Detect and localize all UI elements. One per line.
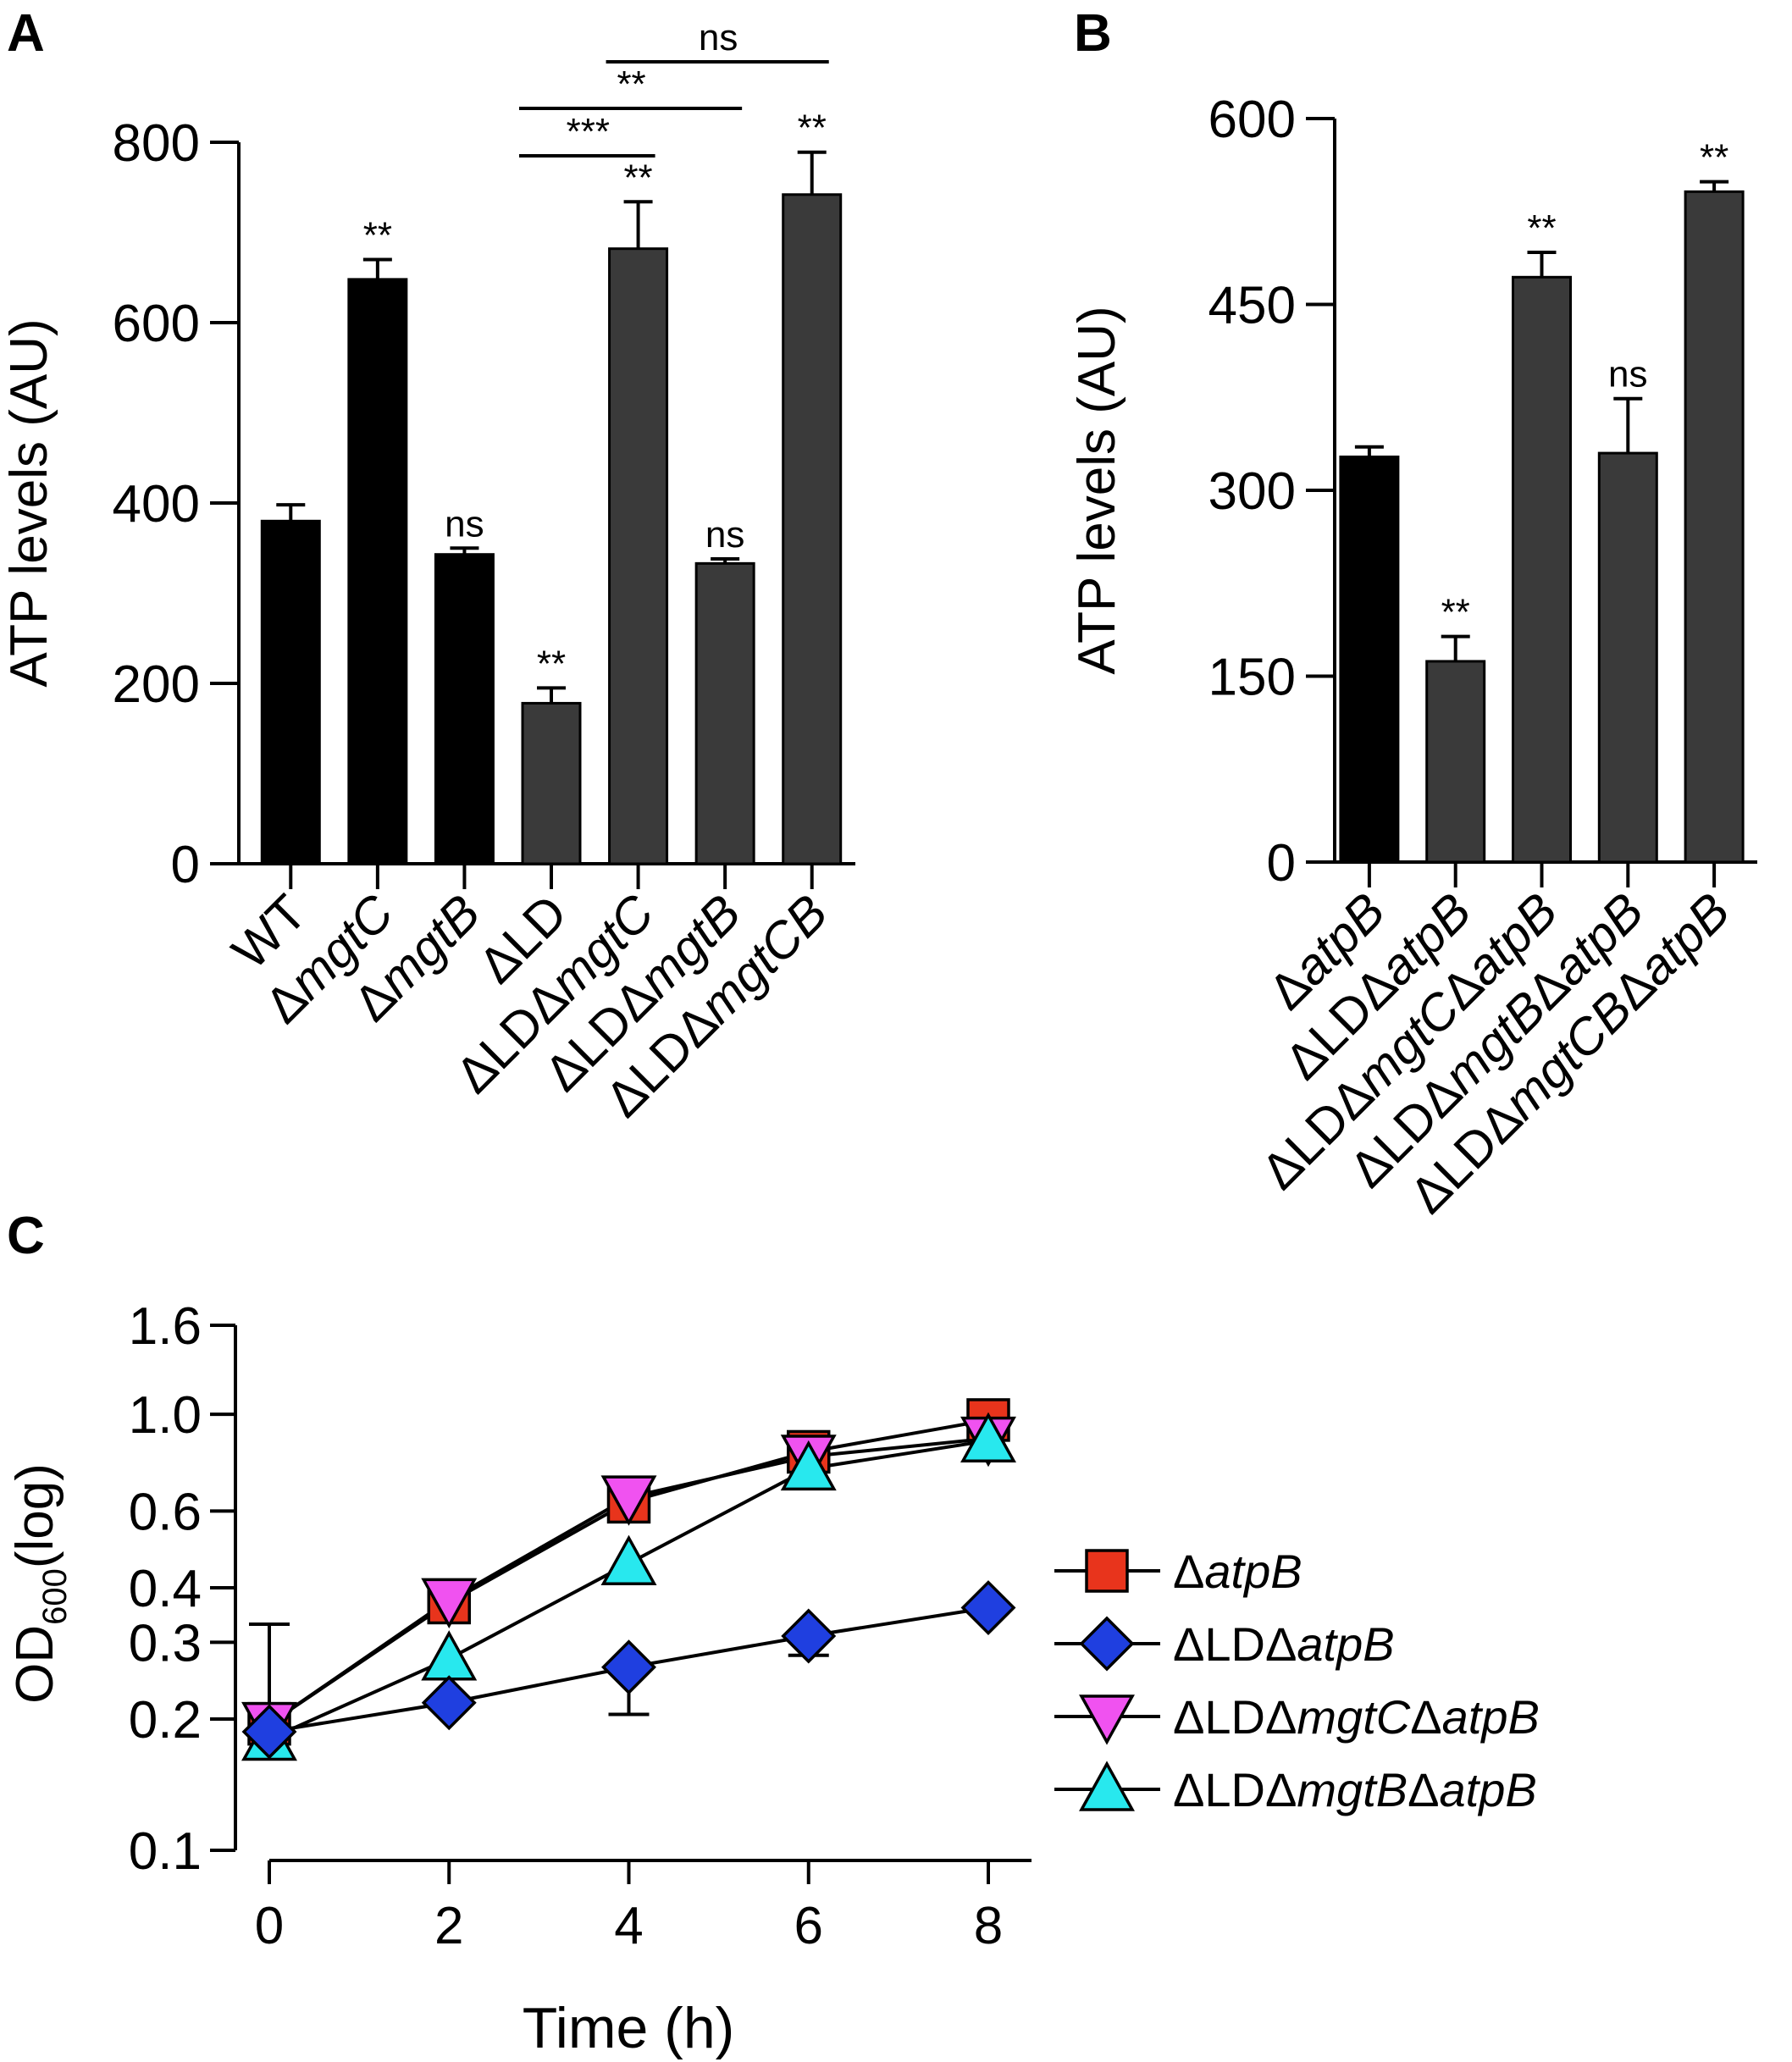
- c-data-point: [600, 1534, 657, 1585]
- b-significance-label: **: [1441, 592, 1470, 633]
- legend-marker: [1079, 1761, 1135, 1811]
- b-significance-label: **: [1700, 137, 1728, 179]
- b-bar: [1597, 451, 1658, 864]
- c-data-point: [421, 1578, 478, 1629]
- legend-marker: [1085, 1549, 1129, 1593]
- a-significance-label: **: [798, 108, 827, 149]
- b-bar: [1425, 660, 1486, 864]
- c-data-point: [781, 1608, 837, 1664]
- a-bar: [608, 247, 669, 865]
- b-significance-label: ns: [1608, 354, 1647, 395]
- b-bar: [1512, 275, 1572, 864]
- panel-label-a: A: [7, 4, 45, 63]
- c-x-tick-label: 4: [614, 1897, 643, 1955]
- c-x-tick-label: 6: [794, 1897, 823, 1955]
- c-y-tick-label: 0.3: [129, 1614, 202, 1672]
- a-significance-label: **: [623, 157, 652, 198]
- a-y-label: ATP levels (AU): [0, 318, 58, 687]
- c-data-point: [960, 1412, 1016, 1462]
- a-comparison-label: ***: [567, 111, 610, 152]
- legend-label: ΔLDΔatpB: [1173, 1617, 1395, 1671]
- legend-label: ΔLDΔmgtCΔatpB: [1173, 1690, 1540, 1744]
- panel-label-b: B: [1074, 4, 1112, 63]
- a-comparison-label: ns: [699, 17, 738, 58]
- c-x-tick-label: 8: [974, 1897, 1003, 1955]
- a-significance-label: ns: [445, 503, 484, 545]
- a-bar: [434, 553, 495, 865]
- a-y-tick-label: 0: [171, 836, 200, 894]
- b-y-tick-label: 0: [1267, 834, 1296, 893]
- c-y-label: OD600(log): [6, 1463, 74, 1704]
- c-y-tick-label: 0.2: [129, 1691, 202, 1750]
- a-bar: [694, 561, 755, 865]
- c-data-point: [421, 1630, 478, 1681]
- c-y-tick-label: 0.1: [129, 1822, 202, 1881]
- b-bar: [1684, 190, 1745, 864]
- a-y-tick-label: 200: [113, 655, 200, 714]
- a-bar: [782, 193, 843, 865]
- b-y-tick-label: 450: [1208, 277, 1296, 335]
- a-y-tick-label: 800: [113, 114, 200, 173]
- panel-label-c: C: [7, 1207, 45, 1265]
- a-bar: [347, 278, 408, 865]
- a-bar: [260, 519, 321, 865]
- b-bar: [1339, 455, 1400, 864]
- a-significance-label: **: [363, 214, 392, 256]
- legend-label: ΔLDΔmgtBΔatpB: [1173, 1763, 1537, 1816]
- a-y-tick-label: 400: [113, 475, 200, 533]
- c-data-point: [601, 1639, 656, 1695]
- c-data-point: [960, 1580, 1016, 1636]
- a-significance-label: **: [537, 643, 566, 684]
- c-y-tick-label: 0.6: [129, 1483, 202, 1541]
- a-bar: [521, 701, 582, 865]
- c-data-point: [780, 1440, 837, 1491]
- legend-marker: [1079, 1694, 1135, 1745]
- c-data-point: [600, 1475, 657, 1526]
- c-y-tick-label: 1.0: [129, 1386, 202, 1445]
- b-significance-label: **: [1527, 207, 1556, 249]
- c-data-point: [241, 1704, 297, 1760]
- c-data-point: [421, 1675, 477, 1731]
- a-y-tick-label: 600: [113, 295, 200, 353]
- b-y-tick-label: 150: [1208, 649, 1296, 707]
- panel-c-chart: 0.1 0.2 0.30.4 0.6 1.0 1.6 0 2 4 6 8 Time (h) OD600(…: [6, 1297, 1540, 2060]
- b-y-tick-label: 600: [1208, 91, 1296, 149]
- c-x-tick-label: 0: [255, 1897, 284, 1955]
- legend-label: ΔatpB: [1173, 1545, 1303, 1598]
- b-y-label: ATP levels (AU): [1068, 306, 1126, 674]
- c-y-tick-label: 0.4: [129, 1560, 202, 1618]
- a-comparison-label: **: [617, 64, 645, 105]
- b-y-tick-label: 300: [1208, 462, 1296, 521]
- c-y-tick-label: 1.6: [129, 1297, 202, 1356]
- a-significance-label: ns: [705, 514, 744, 556]
- c-x-tick-label: 2: [434, 1897, 463, 1955]
- c-x-label: Time (h): [523, 1996, 735, 2060]
- legend-marker: [1079, 1616, 1135, 1672]
